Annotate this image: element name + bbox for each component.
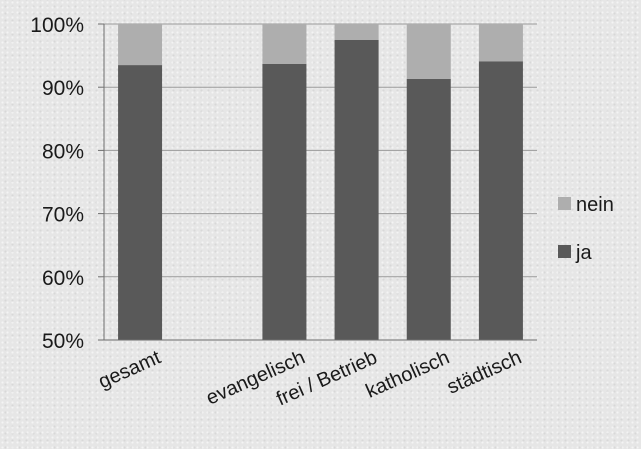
x-category-label-katholisch: katholisch xyxy=(363,346,453,402)
bar-ja-evangelisch xyxy=(262,63,307,340)
legend-label-nein: nein xyxy=(576,194,614,216)
bar-ja-frei-betrieb xyxy=(334,39,379,341)
legend: nein ja xyxy=(558,194,614,264)
y-axis-tick-labels: 50% 60% 70% 80% 90% 100% xyxy=(30,14,84,353)
bar-nein-evangelisch xyxy=(262,24,307,64)
legend-label-ja: ja xyxy=(575,242,592,264)
y-tick-label-60: 60% xyxy=(42,267,84,290)
y-tick-label-50: 50% xyxy=(42,330,84,353)
bar-ja-gesamt xyxy=(118,65,163,340)
bar-nein-katholisch xyxy=(406,24,451,79)
gridlines xyxy=(104,23,537,278)
y-tick-label-100: 100% xyxy=(30,14,84,37)
bar-nein-gesamt xyxy=(118,24,163,66)
y-tick-label-90: 90% xyxy=(42,77,84,100)
bar-ja-katholisch xyxy=(406,78,451,340)
axes xyxy=(98,23,537,341)
bar-ja-städtisch xyxy=(478,61,523,341)
y-tick-label-80: 80% xyxy=(42,140,84,163)
bar-nein-städtisch xyxy=(478,24,523,62)
bar-nein-frei-betrieb xyxy=(334,24,379,40)
legend-swatch-nein xyxy=(558,197,571,210)
y-tick-label-70: 70% xyxy=(42,204,84,227)
bars xyxy=(118,24,523,341)
x-category-label-städtisch: städtisch xyxy=(444,346,525,398)
x-category-label-gesamt: gesamt xyxy=(95,346,164,393)
legend-swatch-ja xyxy=(558,245,571,258)
